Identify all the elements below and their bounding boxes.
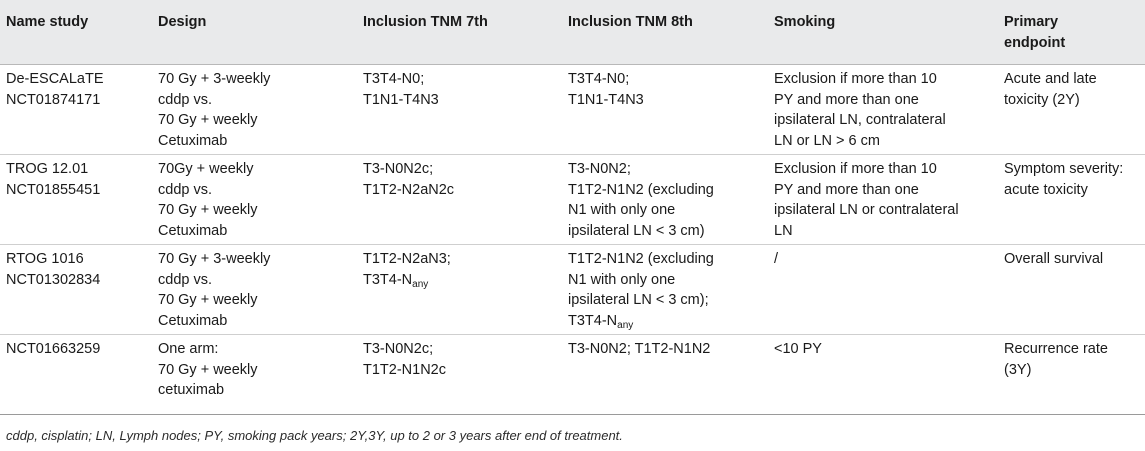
cell-primary-endpoint: Acute and late toxicity (2Y) [998,64,1145,155]
cell-tnm-7th: T3T4-N0; T1N1-T4N3 [357,64,562,155]
cell-tnm-7th: T3-N0N2c; T1T2-N2aN2c [357,154,562,245]
cell-name-study: De-ESCALaTE NCT01874171 [0,64,152,155]
cell-primary-endpoint: Recurrence rate (3Y) [998,334,1145,415]
table-row: NCT01663259 One arm: 70 Gy + weekly cetu… [0,334,1145,415]
cell-smoking: / [768,244,998,335]
cell-tnm-7th: T1T2-N2aN3; T3T4-Nany [357,244,562,335]
header-design: Design [152,0,357,65]
header-smoking: Smoking [768,0,998,65]
table-row: TROG 12.01 NCT01855451 70Gy + weekly cdd… [0,154,1145,245]
cell-name-study: TROG 12.01 NCT01855451 [0,154,152,245]
header-primary-endpoint: Primary endpoint [998,0,1145,65]
cell-tnm-8th: T3-N0N2; T1T2-N1N2 [562,334,768,415]
cell-name-study: RTOG 1016 NCT01302834 [0,244,152,335]
cell-tnm-8th: T3-N0N2; T1T2-N1N2 (excluding N1 with on… [562,154,768,245]
cell-tnm-8th: T3T4-N0; T1N1-T4N3 [562,64,768,155]
cell-primary-endpoint: Overall survival [998,244,1145,335]
table-row: RTOG 1016 NCT01302834 70 Gy + 3-weekly c… [0,244,1145,335]
table-row: De-ESCALaTE NCT01874171 70 Gy + 3-weekly… [0,64,1145,155]
cell-smoking: Exclusion if more than 10 PY and more th… [768,64,998,155]
cell-design: 70Gy + weekly cddp vs. 70 Gy + weekly Ce… [152,154,357,245]
tnm-line-with-subscript: T3T4-Nany [568,312,634,331]
cell-design: 70 Gy + 3-weekly cddp vs. 70 Gy + weekly… [152,244,357,335]
cell-smoking: Exclusion if more than 10 PY and more th… [768,154,998,245]
trial-table-container: Name study Design Inclusion TNM 7th Incl… [0,0,1145,415]
header-inclusion-tnm-8th: Inclusion TNM 8th [562,0,768,65]
cell-primary-endpoint: Symptom severity: acute toxicity [998,154,1145,245]
cell-tnm-7th: T3-N0N2c; T1T2-N1N2c [357,334,562,415]
cell-design: 70 Gy + 3-weekly cddp vs. 70 Gy + weekly… [152,64,357,155]
tnm-line-with-subscript: T3T4-Nany [363,271,429,290]
cell-tnm-8th: T1T2-N1N2 (excluding N1 with only one ip… [562,244,768,335]
table-header-row: Name study Design Inclusion TNM 7th Incl… [0,0,1145,65]
table-footnote: cddp, cisplatin; LN, Lymph nodes; PY, sm… [6,428,623,443]
header-inclusion-tnm-7th: Inclusion TNM 7th [357,0,562,65]
header-name-study: Name study [0,0,152,65]
cell-smoking: <10 PY [768,334,998,415]
cell-name-study: NCT01663259 [0,334,152,415]
cell-design: One arm: 70 Gy + weekly cetuximab [152,334,357,415]
trial-table: Name study Design Inclusion TNM 7th Incl… [0,0,1145,415]
